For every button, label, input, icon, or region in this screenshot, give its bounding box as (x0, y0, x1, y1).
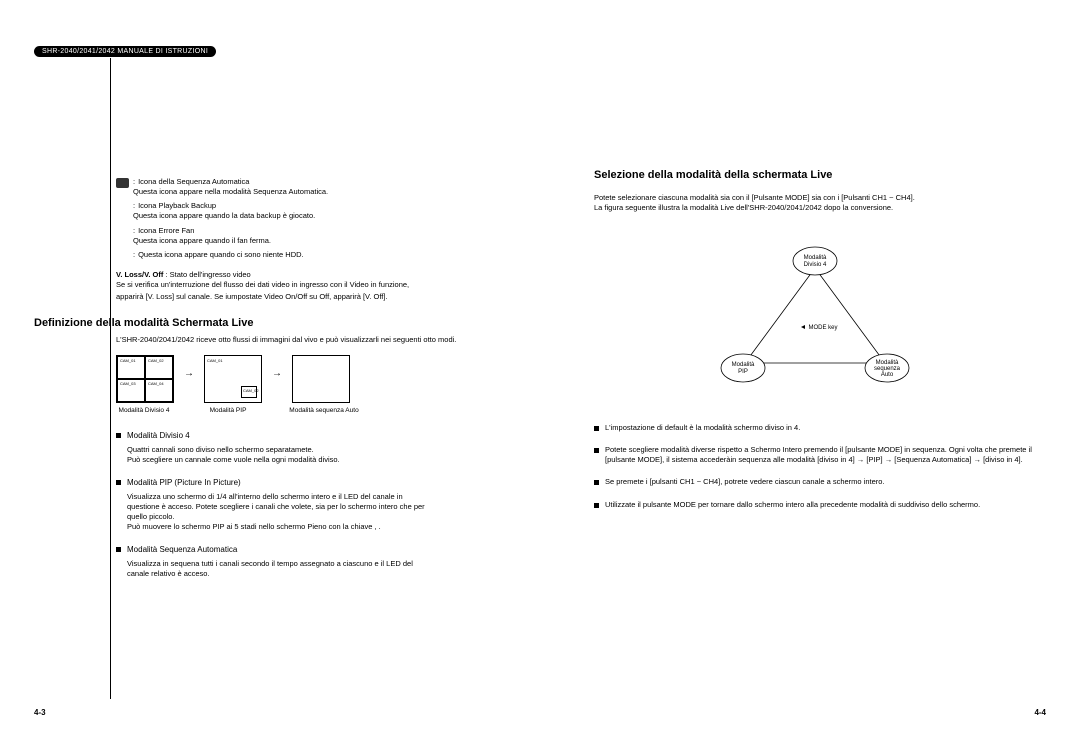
bullet-item: Utilizzate il pulsante MODE per tornare … (594, 500, 1036, 510)
pip-main-label: CAM_01 (207, 358, 223, 363)
grid4-diagram: CAM_01 CAM_02 CAM_03 CAM_04 (116, 355, 174, 403)
seq-diagram (292, 355, 350, 403)
cam-cell: CAM_04 (145, 379, 173, 402)
icon-label: Icona Playback Backup (138, 201, 216, 210)
bullet-item: Se premete i [pulsanti CH1 ~ CH4], potre… (594, 477, 1036, 487)
bullet-line: quello piccolo. (127, 512, 506, 522)
bullet-text: Se premete i [pulsanti CH1 ~ CH4], potre… (605, 477, 1036, 487)
arrow-icon: → (272, 367, 282, 381)
bullet-icon (594, 480, 599, 485)
tri-top-1: Modalità (804, 255, 827, 261)
bullet-icon (594, 448, 599, 453)
right-page: Selezione della modalità della schermata… (540, 0, 1080, 739)
bullet-section: Modalità Divisio 4 Quattri cannali sono … (116, 430, 506, 465)
icon-desc-text: Questa icona appare quando la data backu… (133, 211, 315, 220)
intro-line: La figura seguente illustra la modalità … (594, 203, 1036, 213)
icon-row: :Questa icona appare quando ci sono nien… (116, 250, 506, 260)
icon-label: Icona Errore Fan (138, 226, 194, 235)
vloss-block: V. Loss/V. Off : Stato dell'ingresso vid… (116, 270, 506, 302)
pip-diagram: CAM_01 CAM_02 (204, 355, 262, 403)
icon-label: Icona della Sequenza Automatica (138, 177, 249, 186)
bullet-icon (594, 426, 599, 431)
bullet-body: Quattri cannali sono diviso nello scherm… (127, 445, 506, 465)
left-content: :Icona della Sequenza Automatica Questa … (116, 177, 506, 579)
bullet-line: Può muovere lo schermo PIP ai 5 stadi ne… (127, 522, 506, 532)
bullet-title: Modalità Sequenza Automatica (127, 545, 237, 556)
tri-left-2: PIP (738, 369, 748, 375)
bullet-item: Potete scegliere modalità diverse rispet… (594, 445, 1036, 465)
arrow-icon: → (184, 367, 194, 381)
intro-line: Potete selezionare ciascuna modalità sia… (594, 193, 1036, 203)
bullet-icon (116, 480, 121, 485)
bullet-line: Può scegliere un cannale come vuole nell… (127, 455, 506, 465)
icon-label: Questa icona appare quando ci sono nient… (138, 250, 304, 259)
vloss-line: apparirà [V. Loss] sul canale. Se iumpos… (116, 292, 506, 302)
icon-list: :Icona della Sequenza Automatica Questa … (116, 177, 506, 260)
bullet-icon (116, 433, 121, 438)
tri-top-2: Divisio 4 (804, 262, 827, 268)
icon-desc-text: Questa icona appare nella modalità Seque… (133, 187, 328, 196)
mode-triangle-diagram: Modalità Divisio 4 Modalità PIP Modalità… (594, 243, 1036, 393)
vloss-label: V. Loss/V. Off (116, 270, 163, 279)
bullet-title: Modalità PIP (Picture In Picture) (127, 478, 241, 489)
tri-right-3: Auto (881, 372, 894, 378)
bullet-line: questione è acceso. Potete scegliere i c… (127, 502, 506, 512)
pip-small-label: CAM_02 (241, 386, 257, 398)
cam-cell: CAM_01 (117, 356, 145, 379)
bullet-title: Modalità Divisio 4 (127, 431, 190, 442)
header-bar: SHR-2040/2041/2042 MANUALE DI ISTRUZIONI (34, 46, 216, 57)
tri-left-1: Modalità (732, 362, 755, 368)
page-number: 4-3 (34, 708, 46, 717)
auto-sequence-icon (116, 178, 129, 188)
section-title: Selezione della modalità della schermata… (594, 168, 1036, 183)
bullet-text: Potete scegliere modalità diverse rispet… (605, 445, 1036, 465)
left-page: SHR-2040/2041/2042 MANUALE DI ISTRUZIONI… (0, 0, 540, 739)
page-spread: SHR-2040/2041/2042 MANUALE DI ISTRUZIONI… (0, 0, 1080, 739)
vertical-rule (110, 58, 111, 699)
mode-diagram-row: CAM_01 CAM_02 CAM_03 CAM_04 → CAM_01 CAM… (116, 355, 506, 403)
bullet-text: L'impostazione di default è la modalità … (605, 423, 1036, 433)
bullet-section: Modalità Sequenza Automatica Visualizza … (116, 544, 506, 579)
bullet-icon (594, 503, 599, 508)
cam-cell: CAM_03 (117, 379, 145, 402)
icon-row: :Icona Playback Backup Questa icona appa… (116, 201, 506, 221)
bullet-text: Utilizzate il pulsante MODE per tornare … (605, 500, 1036, 510)
right-content: Selezione della modalità della schermata… (594, 168, 1036, 510)
bullet-item: L'impostazione di default è la modalità … (594, 423, 1036, 433)
right-bullet-list: L'impostazione di default è la modalità … (594, 423, 1036, 510)
bullet-line: Quattri cannali sono diviso nello scherm… (127, 445, 506, 455)
icon-row: :Icona della Sequenza Automatica Questa … (116, 177, 506, 197)
diag-label: Modalità Divisio 4 (116, 407, 172, 416)
bullet-line: canale relativo è acceso. (127, 569, 506, 579)
vloss-suffix: : Stato dell'ingresso video (163, 270, 250, 279)
bullet-icon (116, 547, 121, 552)
vloss-line: Se si verifica un'interruzione del fluss… (116, 280, 506, 290)
bullet-body: Visualizza in sequena tutti i canali sec… (127, 559, 506, 579)
bullet-line: Visualizza in sequena tutti i canali sec… (127, 559, 506, 569)
diagram-labels: Modalità Divisio 4 Modalità PIP Modalità… (116, 407, 506, 416)
bullet-body: Visualizza uno schermo di 1/4 all'intern… (127, 492, 506, 533)
section-body: L'SHR-2040/2041/2042 riceve otto flussi … (116, 335, 506, 345)
bullet-line: Visualizza uno schermo di 1/4 all'intern… (127, 492, 506, 502)
section-title: Definizione della modalità Schermata Liv… (34, 316, 506, 331)
diag-label: Modalità sequenza Auto (284, 407, 364, 416)
icon-row: :Icona Errore Fan Questa icona appare qu… (116, 226, 506, 246)
cam-cell: CAM_02 (145, 356, 173, 379)
icon-desc-text: Questa icona appare quando il fan ferma. (133, 236, 271, 245)
page-number: 4-4 (1034, 708, 1046, 717)
bullet-section: Modalità PIP (Picture In Picture) Visual… (116, 477, 506, 532)
tri-key: MODE key (808, 325, 837, 331)
diag-label: Modalità PIP (200, 407, 256, 416)
